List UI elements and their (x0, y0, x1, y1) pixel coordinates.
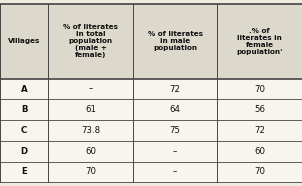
Text: 60: 60 (85, 147, 96, 156)
Bar (0, 4, 302, 79)
Bar (0, 120, 302, 141)
Text: –: – (173, 147, 177, 156)
Text: A: A (21, 85, 27, 94)
Text: 73.8: 73.8 (81, 126, 100, 135)
Text: % of literates
in male
population: % of literates in male population (148, 31, 203, 51)
Text: % of literates
in total
population
(male +
female): % of literates in total population (male… (63, 24, 118, 58)
Text: 72: 72 (170, 85, 181, 94)
Text: 70: 70 (85, 167, 96, 177)
Text: B: B (21, 105, 27, 114)
Text: 61: 61 (85, 105, 96, 114)
Text: –: – (88, 85, 93, 94)
Text: 72: 72 (254, 126, 265, 135)
Text: .% of
literates in
female
population': .% of literates in female population' (236, 28, 283, 55)
Bar (0, 79, 302, 100)
Text: 70: 70 (254, 167, 265, 177)
Text: 60: 60 (254, 147, 265, 156)
Text: D: D (21, 147, 28, 156)
Bar (0, 100, 302, 120)
Text: Villages: Villages (8, 38, 40, 44)
Bar (0, 162, 302, 182)
Text: 70: 70 (254, 85, 265, 94)
Text: 75: 75 (170, 126, 181, 135)
Bar (0, 141, 302, 162)
Text: –: – (173, 167, 177, 177)
Text: 64: 64 (170, 105, 181, 114)
Text: C: C (21, 126, 27, 135)
Text: 56: 56 (254, 105, 265, 114)
Text: E: E (21, 167, 27, 177)
